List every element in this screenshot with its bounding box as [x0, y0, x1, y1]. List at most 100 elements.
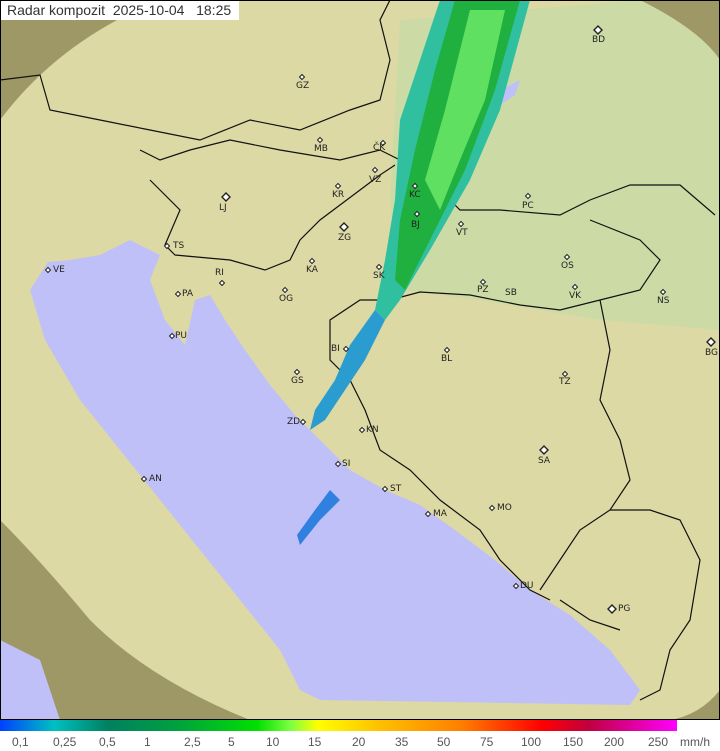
- city-label: BD: [592, 35, 606, 45]
- city-marker-vz: [371, 166, 379, 174]
- city-marker-pu: [168, 332, 176, 340]
- legend-tick: 50: [437, 735, 451, 749]
- city-marker-an: [140, 475, 148, 483]
- city-label: TS: [173, 241, 185, 251]
- city-label: VK: [569, 291, 582, 301]
- legend-tick: 200: [604, 735, 625, 749]
- legend-labels: mm/h 0,1 0,25 0,5 1 2,5 5 10 15 20 35 50 75 100 150 20…: [0, 735, 720, 751]
- city-label: LJ: [219, 203, 227, 213]
- city-label: PZ: [477, 285, 489, 295]
- city-marker-ka: [308, 257, 316, 265]
- legend-tick: 1: [144, 735, 151, 749]
- city-label: PC: [522, 201, 534, 211]
- city-marker-st: [381, 485, 389, 493]
- city-marker-kr: [334, 182, 342, 190]
- city-marker-pz: [479, 278, 487, 286]
- city-label: SI: [342, 459, 351, 469]
- city-marker-vk: [571, 283, 579, 291]
- city-marker-sa: [539, 445, 549, 455]
- city-marker-mb: [316, 136, 324, 144]
- legend-tick: 250: [648, 735, 669, 749]
- legend-tick: 2,5: [184, 735, 201, 749]
- legend-tick: 15: [308, 735, 322, 749]
- city-label: BI: [331, 344, 340, 354]
- city-label: SA: [538, 456, 551, 466]
- city-marker-mo: [488, 504, 496, 512]
- city-marker-kc: [411, 182, 419, 190]
- city-marker-bi: [342, 345, 350, 353]
- city-label: ST: [390, 484, 402, 494]
- legend-tick: 5: [228, 735, 235, 749]
- legend-tick: 100: [521, 735, 542, 749]
- city-marker-ri: [218, 279, 226, 287]
- city-label: KA: [306, 265, 318, 275]
- legend-tick: 20: [352, 735, 366, 749]
- city-marker-si: [334, 460, 342, 468]
- city-label: VZ: [369, 175, 382, 185]
- radar-echoes: [297, 0, 530, 545]
- city-label: PA: [182, 289, 194, 299]
- city-label: KR: [332, 190, 345, 200]
- city-marker-ma: [424, 510, 432, 518]
- city-marker-lj: [221, 192, 231, 202]
- city-marker-tz: [561, 370, 569, 378]
- radar-map: [0, 0, 720, 720]
- city-label: KC: [409, 190, 421, 200]
- city-label: MB: [314, 144, 328, 154]
- city-markers: [44, 25, 716, 614]
- city-label: NS: [657, 296, 670, 306]
- city-marker-vt: [457, 220, 465, 228]
- city-marker-čk: [379, 139, 387, 147]
- city-marker-zg: [339, 222, 349, 232]
- city-label: ČK: [373, 143, 386, 153]
- city-label: DU: [520, 581, 534, 591]
- city-label: SK: [373, 271, 385, 281]
- city-marker-og: [281, 286, 289, 294]
- city-marker-bd: [593, 25, 603, 35]
- city-label: ZD: [287, 417, 301, 427]
- city-marker-gs: [293, 368, 301, 376]
- city-label: ZG: [338, 233, 352, 243]
- city-marker-pg: [607, 604, 617, 614]
- city-label: OS: [561, 261, 574, 271]
- city-marker-du: [512, 582, 520, 590]
- legend-tick: 150: [563, 735, 584, 749]
- legend-tick: 0,1: [12, 735, 29, 749]
- city-marker-os: [563, 253, 571, 261]
- city-marker-ts: [163, 242, 171, 250]
- city-marker-pc: [524, 192, 532, 200]
- city-label: PU: [175, 331, 188, 341]
- city-marker-kn: [358, 426, 366, 434]
- city-marker-gz: [298, 73, 306, 81]
- city-marker-sk: [375, 263, 383, 271]
- city-marker-bg: [706, 337, 716, 347]
- echo-weak-south: [310, 310, 385, 430]
- precipitation-color-scale: [0, 720, 677, 731]
- city-label: SB: [505, 288, 517, 298]
- city-label: AN: [149, 474, 162, 484]
- echo-strong: [425, 10, 505, 210]
- city-marker-zd: [299, 418, 307, 426]
- city-marker-bj: [413, 210, 421, 218]
- sea-adriatic: [30, 240, 640, 705]
- city-label: RI: [215, 268, 224, 278]
- city-label: BJ: [411, 220, 420, 230]
- legend-tick: 35: [395, 735, 409, 749]
- city-label: TZ: [559, 377, 571, 387]
- legend-tick: 0,25: [53, 735, 77, 749]
- city-label: BL: [441, 354, 453, 364]
- map-title: Radar kompozit 2025-10-04 18:25: [1, 1, 240, 20]
- city-label: OG: [279, 294, 294, 304]
- city-label: VE: [53, 265, 65, 275]
- city-label: GS: [291, 376, 304, 386]
- city-label: PG: [618, 604, 631, 614]
- sea-tyrrhenian: [0, 640, 60, 720]
- legend-unit: mm/h: [680, 735, 710, 749]
- legend-tick: 0,5: [99, 735, 116, 749]
- city-label: GZ: [296, 81, 310, 91]
- city-label: KN: [366, 425, 379, 435]
- city-marker-pa: [174, 290, 182, 298]
- echo-weak-split: [297, 490, 340, 545]
- city-label: MO: [497, 503, 512, 513]
- city-marker-bl: [443, 346, 451, 354]
